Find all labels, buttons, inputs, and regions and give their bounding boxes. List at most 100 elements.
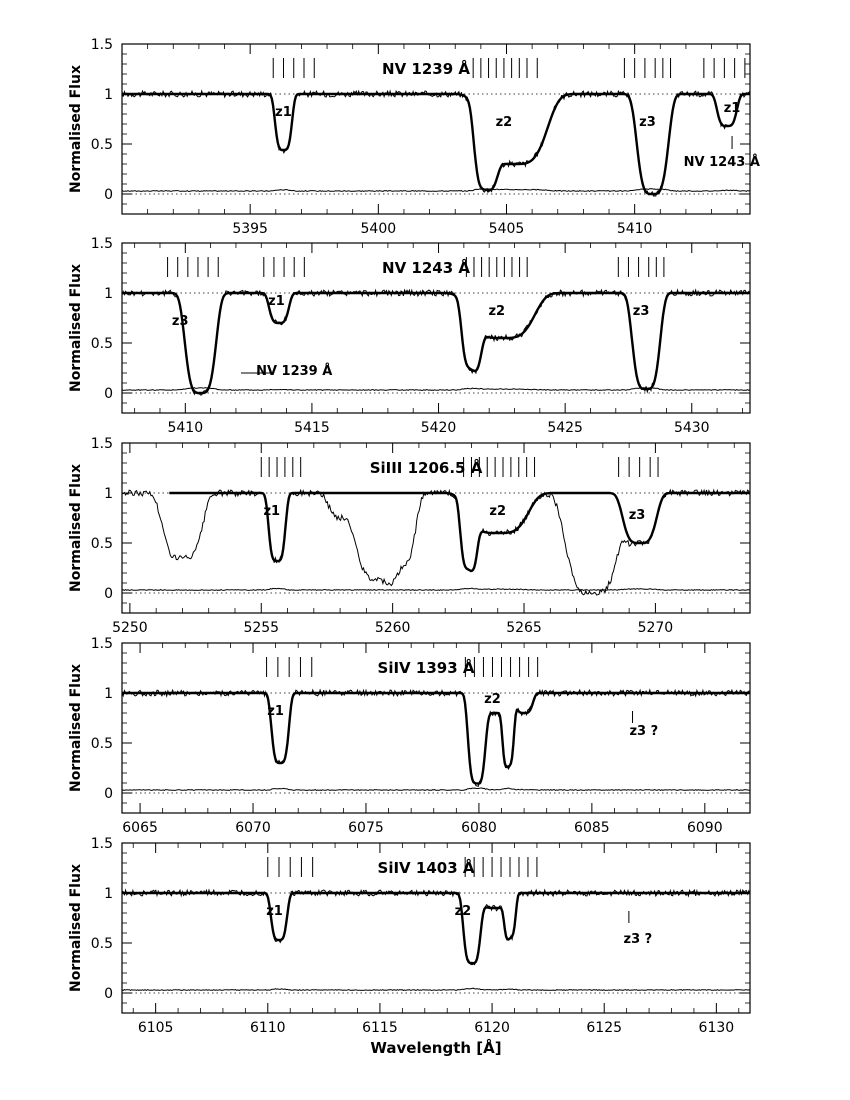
x-tick-label: 6115 — [362, 1020, 398, 1036]
component-annotation: z3 ? — [624, 932, 653, 947]
component-annotation: z3 — [172, 314, 189, 329]
error-spectrum-line — [121, 188, 750, 192]
y-tick-label: 0 — [104, 586, 113, 602]
x-tick-label: 5395 — [232, 221, 268, 237]
x-tick-label: 5415 — [294, 420, 330, 436]
y-tick-label: 0.5 — [91, 336, 113, 352]
panel-title: NV 1239 Å — [382, 59, 470, 78]
y-tick-label: 1.5 — [91, 836, 113, 852]
panel-siiii-1206: 0 0.5 1 1.5 5250 5255 5260 5265 5270 Normalised F… — [68, 436, 751, 636]
y-tick-label: 0 — [104, 786, 113, 802]
component-annotation: z3 — [639, 115, 656, 130]
x-tick-label: 6130 — [699, 1020, 735, 1036]
y-tick-label: 0.5 — [91, 736, 113, 752]
x-tick-label: 5400 — [361, 221, 397, 237]
plot-frame — [121, 442, 751, 614]
x-axis-label: Wavelength [Å] — [370, 1038, 501, 1057]
error-spectrum-line — [121, 387, 751, 391]
y-axis-label: Normalised Flux — [68, 65, 84, 193]
x-tick-label: 5410 — [167, 420, 203, 436]
y-axis-label: Normalised Flux — [68, 464, 84, 592]
error-spectrum-line — [121, 987, 751, 991]
panel-title: SiIV 1403 Å — [378, 858, 475, 877]
x-tick-label: 5255 — [243, 620, 279, 636]
model-fit-line — [122, 291, 750, 395]
component-annotation: z2 — [496, 115, 513, 130]
y-tick-label: 1 — [104, 486, 113, 502]
model-fit-line — [122, 92, 750, 196]
plot-frame — [121, 43, 751, 215]
x-tick-label: 6085 — [574, 820, 610, 836]
component-annotation: z2 — [489, 504, 506, 519]
component-annotation: z2 — [455, 904, 472, 919]
y-tick-label: 0 — [104, 986, 113, 1002]
x-tick-label: 5260 — [375, 620, 411, 636]
component-annotation: z1 — [275, 105, 292, 120]
observed-spectrum-line — [121, 888, 751, 966]
model-fit-line — [169, 491, 750, 572]
y-axis-label: Normalised Flux — [68, 664, 84, 792]
y-tick-label: 0.5 — [91, 536, 113, 552]
x-tick-label: 5265 — [506, 620, 542, 636]
model-fit-line — [122, 891, 750, 965]
panel-nv-1239: 0 0.5 1 1.5 5395 5400 5405 5410 Normalised Flux N… — [68, 37, 760, 237]
plot-frame — [121, 842, 751, 1014]
component-annotation: z1 — [266, 904, 283, 919]
x-tick-label: 6090 — [687, 820, 723, 836]
y-tick-label: 1 — [104, 686, 113, 702]
component-annotation: NV 1243 Å — [684, 154, 760, 170]
x-tick-label: 5405 — [489, 221, 525, 237]
panel-siiv-1403: 0 0.5 1 1.5 6105 6110 6115 6120 6125 6130 Normalis… — [68, 836, 751, 1036]
y-tick-label: 1.5 — [91, 37, 113, 53]
panel-title: NV 1243 Å — [382, 258, 470, 277]
x-tick-label: 6075 — [348, 820, 384, 836]
x-tick-label: 6120 — [474, 1020, 510, 1036]
y-tick-label: 0.5 — [91, 137, 113, 153]
y-axis-label: Normalised Flux — [68, 864, 84, 992]
panel-title: SiIII 1206.5 Å — [370, 458, 483, 477]
component-annotation: z1 — [267, 704, 284, 719]
y-tick-label: 1.5 — [91, 436, 113, 452]
panel-title: SiIV 1393 Å — [378, 658, 475, 677]
component-annotation: z1 — [268, 294, 285, 309]
x-tick-label: 6080 — [461, 820, 497, 836]
component-annotation: z1 — [263, 504, 280, 519]
component-annotation: z2 — [484, 692, 501, 707]
model-fit-line — [122, 691, 750, 785]
y-tick-label: 0 — [104, 187, 113, 203]
y-tick-label: 1.5 — [91, 636, 113, 652]
x-tick-label: 6125 — [586, 1020, 622, 1036]
x-tick-label: 6105 — [138, 1020, 174, 1036]
y-tick-label: 0.5 — [91, 936, 113, 952]
y-tick-label: 1 — [104, 886, 113, 902]
x-tick-label: 5420 — [421, 420, 457, 436]
component-annotation: z1 — [724, 101, 741, 116]
component-annotation: z2 — [488, 304, 505, 319]
y-tick-label: 1 — [104, 87, 113, 103]
x-tick-label: 5425 — [547, 420, 583, 436]
panel-siiv-1393: 0 0.5 1 1.5 6065 6070 6075 6080 6085 6090 Normalis… — [68, 636, 751, 836]
observed-spectrum-line — [121, 488, 751, 596]
plot-frame — [121, 642, 751, 814]
x-tick-label: 6110 — [250, 1020, 286, 1036]
y-tick-label: 1 — [104, 286, 113, 302]
x-tick-label: 5250 — [112, 620, 148, 636]
y-axis-label: Normalised Flux — [68, 264, 84, 392]
y-tick-label: 0 — [104, 386, 113, 402]
observed-spectrum-line — [121, 89, 751, 197]
x-tick-label: 5430 — [674, 420, 710, 436]
plot-frame — [121, 242, 751, 414]
component-annotation: NV 1239 Å — [256, 363, 332, 379]
panel-nv-1243: 0 0.5 1 1.5 5410 5415 5420 5425 5430 Normalised F… — [68, 236, 751, 436]
x-tick-label: 5270 — [638, 620, 674, 636]
error-spectrum-line — [121, 787, 750, 791]
x-tick-label: 6070 — [235, 820, 271, 836]
error-spectrum-line — [122, 587, 751, 591]
x-tick-label: 6065 — [122, 820, 158, 836]
component-annotation: z3 ? — [629, 724, 658, 739]
component-annotation: z3 — [629, 508, 646, 523]
x-tick-label: 5410 — [617, 221, 653, 237]
component-annotation: z3 — [633, 304, 650, 319]
y-tick-label: 1.5 — [91, 236, 113, 252]
